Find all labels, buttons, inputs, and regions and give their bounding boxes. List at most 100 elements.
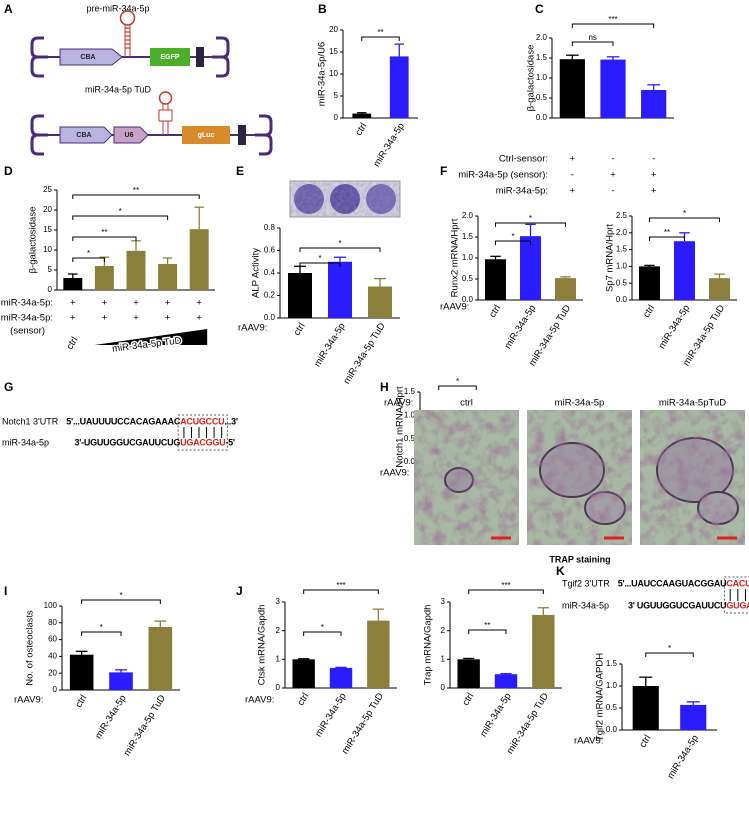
condition-mark: + — [102, 313, 108, 324]
significance-bracket — [72, 236, 137, 241]
bar — [126, 250, 146, 290]
histology-texture — [527, 410, 632, 545]
y-tick-label: 20 — [43, 205, 52, 214]
y-tick-label: 40 — [48, 652, 57, 661]
y-tick-label: 1.5 — [536, 53, 548, 62]
y-axis-label: β-galactosidase — [526, 45, 537, 112]
y-tick-label: 80 — [48, 618, 57, 627]
significance-bracket — [303, 589, 379, 594]
significance-label: ns — [588, 33, 596, 42]
significance-label: * — [338, 239, 341, 248]
y-tick-label: 0.0 — [616, 295, 628, 304]
construct-title: pre-miR-34a-5p — [86, 3, 149, 13]
significance-bracket — [299, 262, 341, 267]
alp-plate-image — [289, 180, 401, 218]
bar — [367, 620, 390, 688]
condition-mark: + — [133, 298, 139, 309]
histology-caption: TRAP staining — [549, 554, 610, 564]
error-bar — [463, 657, 475, 660]
bar — [457, 659, 480, 688]
bar — [148, 627, 173, 690]
bar — [158, 264, 178, 290]
y-tick-label: 0.5 — [616, 278, 628, 287]
bar — [600, 59, 626, 118]
seed-box — [723, 576, 749, 614]
significance-bracket — [299, 247, 381, 252]
x-prefix-label: rAAV9: — [14, 695, 43, 706]
significance-label: * — [119, 591, 122, 600]
y-tick-label: 1 — [276, 654, 281, 663]
error-bar — [686, 701, 700, 705]
y-tick-label: 1.0 — [536, 73, 548, 82]
significance-bracket — [81, 599, 161, 604]
y-tick-label: 0.0 — [404, 457, 416, 466]
sequence-part: -5' — [225, 437, 235, 447]
significance-label: * — [87, 249, 90, 258]
y-tick-label: 20 — [48, 668, 57, 677]
significance-label: ** — [101, 228, 107, 237]
y-tick-label: 25 — [43, 185, 52, 194]
significance-label: * — [456, 377, 459, 386]
condition-mark: + — [102, 298, 108, 309]
error-bar — [372, 608, 384, 621]
condition-mark: + — [70, 298, 76, 309]
significance-bracket — [645, 652, 694, 657]
error-bar — [334, 256, 346, 262]
bar — [559, 59, 585, 118]
panel-label: E — [236, 164, 244, 178]
sequence-part: ...3' — [224, 416, 238, 426]
y-tick-label: 0.5 — [536, 93, 548, 102]
error-bar — [115, 669, 127, 673]
panel-label: H — [380, 380, 389, 394]
y-tick-label: 20 — [329, 25, 338, 34]
bar — [94, 266, 114, 290]
sequence-seed: ACUGCCU — [180, 416, 224, 426]
element-label: CBA — [80, 54, 95, 61]
sequence-part: 5'...UAUUUUCCACAGAAAC — [66, 416, 181, 426]
y-tick-label: 2 — [276, 626, 281, 635]
error-bar — [644, 264, 655, 267]
bar — [674, 241, 695, 300]
sequence-name: miR-34a-5p — [2, 437, 49, 447]
x-prefix-label: rAAV9: — [245, 695, 274, 706]
bar — [632, 686, 659, 730]
y-tick-label: 0.2 — [264, 291, 276, 300]
y-axis-label: Tgif2 mRNA/GAPDH — [595, 653, 606, 741]
significance-label: ** — [377, 28, 383, 37]
y-tick-label: 0.6 — [264, 246, 276, 255]
panel-label: A — [4, 2, 13, 16]
significance-label: ** — [664, 228, 670, 237]
histology-label: miR-34a-5pTuD — [659, 398, 726, 409]
y-axis-label: β-galactosidase — [28, 207, 39, 274]
significance-bracket — [495, 240, 531, 245]
significance-bracket — [81, 631, 122, 636]
significance-label: * — [100, 623, 103, 632]
y-tick-label: 1.0 — [606, 681, 618, 690]
significance-label: *** — [501, 581, 510, 590]
y-tick-label: 0.5 — [462, 274, 474, 283]
y-tick-label: 1.5 — [404, 387, 416, 396]
error-bar — [647, 84, 660, 90]
error-bar — [75, 650, 88, 655]
significance-label: ** — [484, 621, 490, 630]
significance-bracket — [303, 631, 342, 636]
condition-mark: + — [651, 186, 657, 197]
significance-label: *** — [336, 581, 345, 590]
condition-mark: - — [571, 170, 574, 181]
condition-label: miR-34a-5p (sensor): — [458, 170, 548, 181]
panel-label: B — [318, 2, 327, 16]
y-tick-label: 0 — [334, 113, 339, 122]
error-bar — [560, 276, 571, 279]
significance-label: * — [321, 623, 324, 632]
x-prefix-label: rAAV9: — [238, 323, 267, 334]
bar — [288, 273, 312, 318]
error-bar — [154, 620, 167, 627]
error-bar — [68, 273, 78, 278]
condition-mark: + — [570, 154, 576, 165]
y-tick-label: 0.0 — [606, 725, 618, 734]
gradient-triangle — [94, 329, 208, 345]
panel-label: C — [535, 2, 544, 16]
y-tick-label: 1.0 — [616, 262, 628, 271]
y-tick-label: 15 — [329, 47, 338, 56]
